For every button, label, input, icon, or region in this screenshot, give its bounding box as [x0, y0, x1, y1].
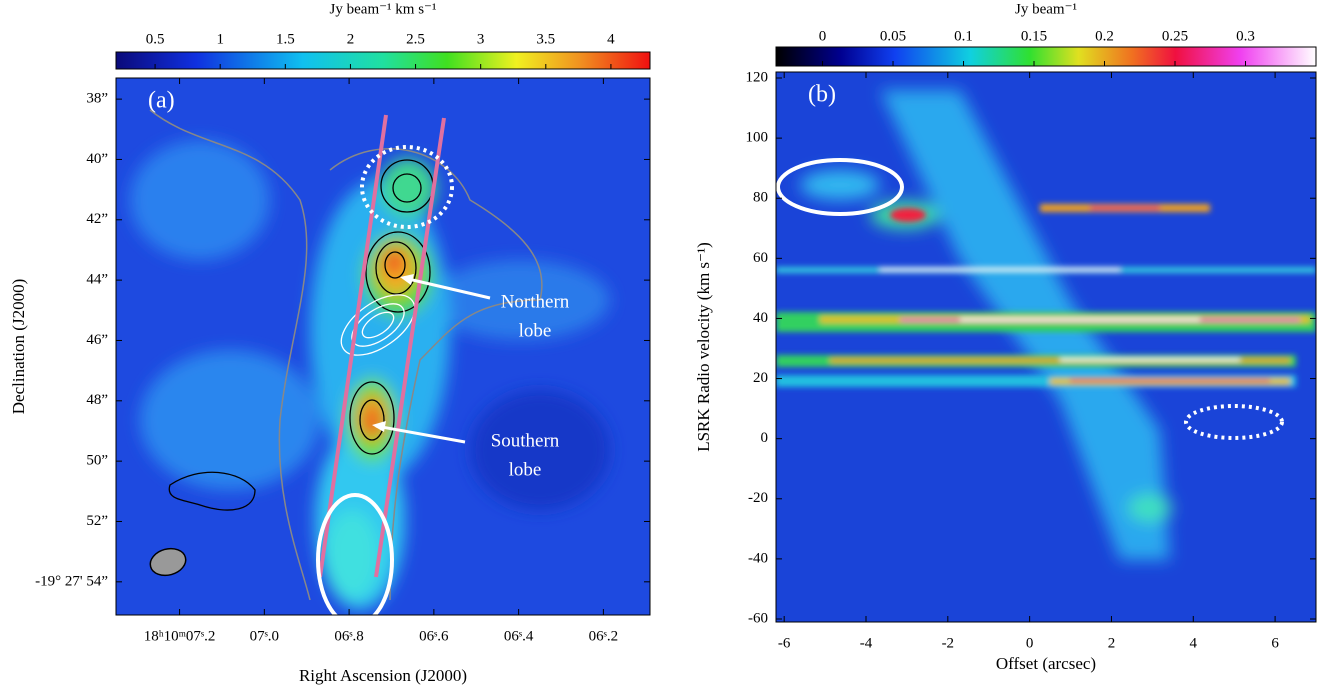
x-tick-label: -4 [860, 635, 873, 651]
colorbar-tick-label: 1.5 [276, 31, 295, 47]
y-axis-label: Declination (J2000) [9, 279, 28, 415]
colorbar-tick-label: 3.5 [536, 31, 555, 47]
colorbar-label: Jy beam⁻¹ [1015, 1, 1077, 17]
x-tick-label: 0 [1026, 635, 1034, 651]
colorbar-tick-label: 0.05 [880, 28, 906, 44]
y-tick-label: 40” [86, 151, 108, 167]
y-tick-label: 48” [86, 392, 108, 408]
plot-frame [775, 71, 1317, 623]
colorbar-tick-label: 0.1 [954, 28, 973, 44]
colorbar-tick-label: 0 [819, 28, 827, 44]
colorbar-tick-label: 0.3 [1236, 28, 1255, 44]
colorbar-label: Jy beam⁻¹ km s⁻¹ [330, 1, 437, 17]
annotation: lobe [519, 320, 552, 341]
x-tick-label: 07ˢ.0 [250, 628, 279, 644]
pv-image [776, 72, 1316, 622]
annotation: lobe [509, 459, 542, 480]
y-tick-label: 50” [86, 453, 108, 469]
x-tick-label: 6 [1271, 635, 1279, 651]
y-tick-label: -19° 27' 54” [35, 573, 108, 589]
colorbar-tick-label: 1 [216, 31, 224, 47]
colorbar-tick-label: 4 [607, 31, 615, 47]
y-tick-label: 120 [746, 69, 769, 85]
y-tick-label: 44” [86, 272, 108, 288]
colorbar-tick-label: 0.5 [146, 31, 165, 47]
y-tick-label: 80 [753, 190, 768, 206]
colorbar-tick-label: 3 [477, 31, 485, 47]
y-tick-label: -40 [748, 550, 768, 566]
map-image [116, 78, 650, 615]
x-tick-label: 06ˢ.8 [334, 628, 363, 644]
x-tick-label: -2 [942, 635, 955, 651]
x-axis-label: Offset (arcsec) [996, 654, 1096, 673]
y-tick-label: 52” [86, 513, 108, 529]
colorbar-tick-label: 0.25 [1162, 28, 1188, 44]
colorbar-tick-label: 2.5 [406, 31, 425, 47]
y-tick-label: -60 [748, 610, 768, 626]
y-tick-label: 42” [86, 211, 108, 227]
plot-frame [115, 77, 651, 616]
panel-label: (b) [808, 82, 836, 108]
x-axis-label: Right Ascension (J2000) [299, 666, 467, 685]
y-axis-label: LSRK Radio velocity (km s⁻¹) [694, 242, 713, 452]
x-tick-label: 06ˢ.4 [504, 628, 534, 644]
panel-label: (a) [148, 88, 175, 114]
x-tick-label: 06ˢ.2 [589, 628, 618, 644]
colorbar [115, 51, 651, 70]
x-tick-label: 4 [1190, 635, 1198, 651]
x-tick-label: 18ʰ10ᵐ07ˢ.2 [144, 628, 216, 644]
y-tick-label: 100 [746, 130, 769, 146]
colorbar [775, 46, 1317, 67]
x-tick-label: -6 [778, 635, 791, 651]
colorbar-tick-label: 0.15 [1021, 28, 1047, 44]
x-tick-label: 2 [1108, 635, 1116, 651]
annotation: Northern [501, 291, 570, 312]
x-tick-label: 06ˢ.6 [419, 628, 449, 644]
y-tick-label: -20 [748, 490, 768, 506]
y-tick-label: 38” [86, 91, 108, 107]
colorbar-tick-label: 0.2 [1095, 28, 1114, 44]
y-tick-label: 0 [761, 430, 769, 446]
y-tick-label: 60 [753, 250, 768, 266]
colorbar-tick-label: 2 [347, 31, 355, 47]
y-tick-label: 20 [753, 370, 768, 386]
annotation: Southern [491, 430, 560, 451]
y-tick-label: 40 [753, 310, 768, 326]
y-tick-label: 46” [86, 332, 108, 348]
